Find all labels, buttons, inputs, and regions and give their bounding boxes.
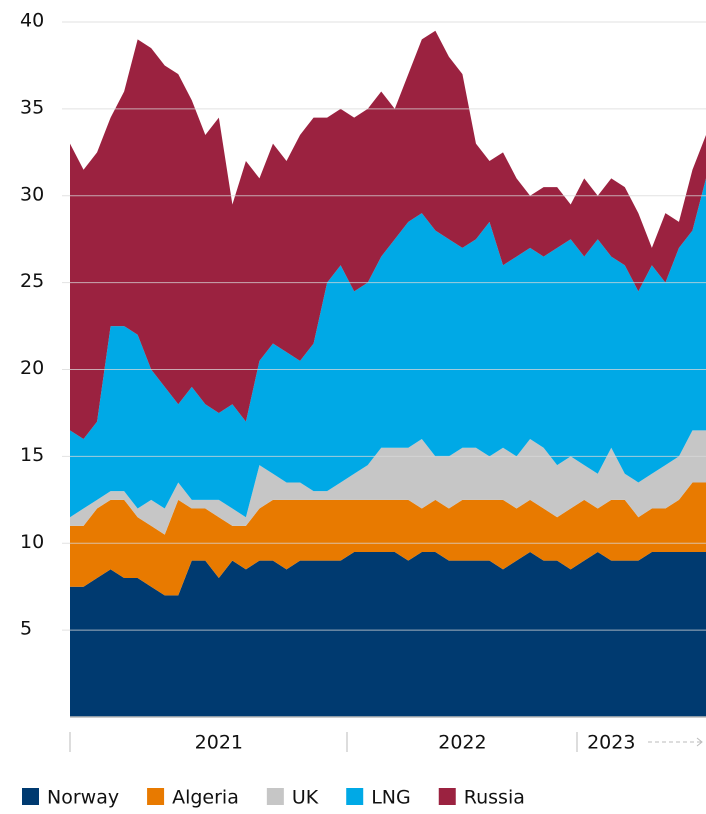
area-0	[70, 551, 706, 717]
x-tick-label: 2022	[438, 732, 486, 754]
legend-swatch	[147, 788, 165, 805]
legend-label: Norway	[47, 787, 119, 809]
legend-swatch	[266, 788, 284, 805]
y-tick-label: 10	[20, 531, 44, 553]
x-tick-label: 2021	[195, 732, 243, 754]
plot-area	[70, 30, 706, 717]
y-tick-label: 40	[20, 10, 44, 32]
y-tick-label: 30	[20, 183, 44, 205]
legend-swatch	[346, 788, 364, 805]
legend-swatch	[22, 788, 39, 805]
area-4	[70, 30, 706, 439]
legend-label: Algeria	[172, 787, 239, 809]
legend-label: LNG	[371, 787, 411, 809]
legend-label: Russia	[464, 787, 525, 809]
legend-label: UK	[292, 787, 319, 809]
x-tick-label: 2023	[587, 732, 635, 754]
y-tick-label: 35	[20, 96, 44, 118]
continuation-arrow-head	[696, 737, 703, 747]
legend-swatch	[438, 788, 456, 805]
y-tick-label: 15	[20, 444, 44, 466]
area-3	[70, 178, 706, 518]
y-tick-label: 20	[20, 357, 44, 379]
area-1	[70, 482, 706, 596]
y-tick-label: 5	[20, 618, 32, 640]
y-tick-label: 25	[20, 270, 44, 292]
